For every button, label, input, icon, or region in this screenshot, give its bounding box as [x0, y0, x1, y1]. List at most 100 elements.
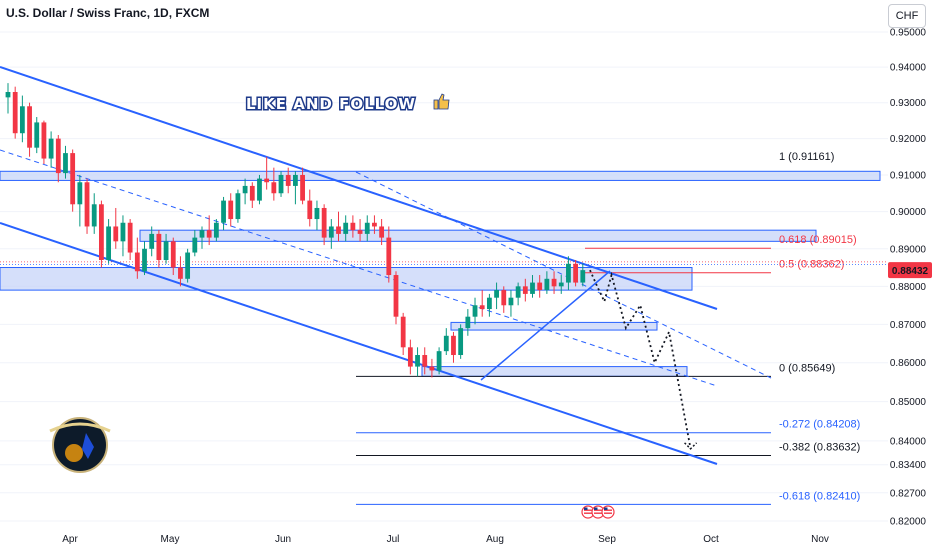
candle-body — [293, 174, 298, 186]
candle-body — [5, 92, 11, 98]
y-tick-label: 0.86000 — [890, 358, 927, 369]
candle-body — [106, 226, 111, 261]
candle-body — [400, 316, 406, 348]
candle-body — [372, 222, 377, 227]
candle-body — [522, 286, 528, 294]
y-tick-label: 0.94000 — [890, 63, 927, 74]
candle-body — [41, 122, 47, 159]
y-tick-label: 0.91000 — [890, 170, 927, 181]
fib-label: -0.272 (0.84208) — [779, 419, 860, 431]
y-tick-label: 0.83400 — [890, 460, 927, 471]
candle-body — [192, 237, 198, 253]
thumbs-up-icon — [433, 93, 450, 110]
candle-body — [544, 278, 550, 291]
candle-body — [494, 290, 499, 298]
candle-body — [328, 226, 334, 238]
candle-body — [163, 241, 169, 261]
x-tick-label: Sep — [598, 534, 616, 545]
fib-levels[interactable]: 1 (0.91161)0.618 (0.89015)0.5 (0.88362)0… — [0, 151, 888, 505]
candle-body — [63, 153, 68, 174]
candle-body — [120, 222, 126, 242]
currency-button[interactable]: CHF — [888, 4, 926, 28]
y-tick-label: 0.90000 — [890, 207, 927, 218]
candle-body — [142, 248, 147, 272]
x-tick-label: Oct — [703, 534, 719, 545]
symbol-title[interactable]: U.S. Dollar / Swiss Franc, 1D, FXCM — [6, 6, 210, 20]
candle-body — [199, 230, 205, 238]
candle-body — [185, 252, 191, 279]
candle-body — [415, 355, 420, 367]
candle-body — [149, 233, 155, 249]
x-tick-label: Nov — [811, 534, 829, 545]
fib-label: -0.382 (0.83632) — [779, 442, 860, 454]
projection-path[interactable] — [589, 269, 698, 450]
candle-body — [257, 178, 262, 201]
promo-text: LIKE AND FOLLOW — [246, 95, 416, 113]
candle-body — [242, 185, 248, 194]
candle-body — [551, 278, 557, 287]
zone-0858 — [421, 366, 688, 377]
candle-body — [364, 222, 370, 234]
candle-body — [213, 222, 219, 238]
fib-label: 0.618 (0.89015) — [779, 234, 857, 246]
candle-body — [321, 207, 327, 238]
chart-header: U.S. Dollar / Swiss Franc, 1D, FXCM — [6, 6, 209, 24]
y-tick-label: 0.92000 — [890, 134, 927, 145]
y-tick-label: 0.89000 — [890, 244, 927, 255]
price-axis[interactable]: 0.95000 0.94000 0.93000 0.92000 0.91000 0.900… — [888, 28, 932, 528]
projection-arrowhead — [684, 442, 698, 450]
candle-body — [285, 174, 291, 186]
zone-0895 — [139, 229, 817, 242]
candle-body — [127, 222, 133, 253]
channel-upper-line — [0, 66, 718, 310]
candle-body — [537, 282, 543, 291]
candle-body — [343, 222, 349, 234]
x-tick-label: Aug — [486, 534, 504, 545]
x-tick-label: Apr — [62, 534, 78, 545]
candle-body — [91, 204, 97, 227]
candle-body — [451, 335, 456, 356]
channel-lines[interactable] — [0, 66, 772, 465]
y-tick-label: 0.87000 — [890, 320, 927, 331]
candle-body — [99, 204, 104, 261]
candle-body — [472, 305, 478, 317]
candle-body — [156, 233, 162, 261]
candle-body — [393, 275, 399, 317]
candle-body — [170, 241, 176, 268]
x-tick-label: May — [161, 534, 180, 545]
candle-body — [465, 316, 471, 329]
event-flag-icon — [581, 505, 595, 519]
x-tick-label: Jun — [275, 534, 291, 545]
zone-087 — [450, 321, 658, 331]
candle-body — [55, 138, 61, 174]
candle-body — [515, 286, 521, 298]
candle-body — [566, 263, 571, 283]
candle-body — [19, 106, 25, 134]
traders-logo-icon — [49, 417, 111, 473]
candle-body — [501, 290, 507, 306]
candle-body — [300, 174, 305, 201]
candle-body — [206, 230, 212, 238]
candle-body — [113, 226, 119, 242]
candle-body — [508, 297, 514, 306]
time-axis[interactable]: Apr May Jun Jul Aug Sep Oct Nov — [62, 534, 829, 545]
candle-body — [530, 282, 535, 294]
candle-body — [228, 200, 234, 220]
candle-body — [350, 222, 356, 231]
candle-body — [84, 182, 90, 227]
y-tick-label: 0.82700 — [890, 488, 927, 499]
candle-body — [379, 226, 385, 238]
candle-body — [436, 351, 442, 371]
trendline-support — [480, 270, 611, 381]
projection-dotted-path — [589, 269, 692, 450]
fib-label: -0.618 (0.82410) — [779, 490, 860, 502]
candle-body — [77, 182, 83, 205]
candle-body — [48, 138, 54, 159]
candle-body — [235, 193, 241, 220]
candle-body — [70, 153, 76, 205]
candle-body — [407, 347, 413, 367]
y-tick-label: 0.82000 — [890, 517, 927, 528]
zone-layer — [0, 170, 881, 377]
candle-body — [386, 237, 392, 276]
